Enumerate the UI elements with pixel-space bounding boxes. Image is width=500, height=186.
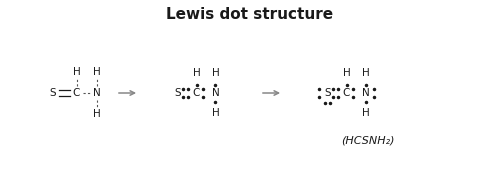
Text: C: C [343,88,350,98]
Text: H: H [72,67,80,77]
Text: H: H [192,68,200,78]
Text: (HCSNH₂): (HCSNH₂) [341,135,395,145]
Text: N: N [362,88,370,98]
Text: Lewis dot structure: Lewis dot structure [166,7,334,22]
Text: H: H [342,68,350,78]
Text: H: H [362,68,370,78]
Text: H: H [212,108,220,118]
Text: C: C [193,88,200,98]
Text: H: H [362,108,370,118]
Text: H: H [212,68,220,78]
Text: N: N [92,88,100,98]
Text: H: H [92,67,100,77]
Text: N: N [212,88,220,98]
Text: H: H [92,109,100,119]
Text: S: S [174,88,181,98]
Text: C: C [73,88,80,98]
Text: S: S [49,88,56,98]
Text: S: S [324,88,331,98]
